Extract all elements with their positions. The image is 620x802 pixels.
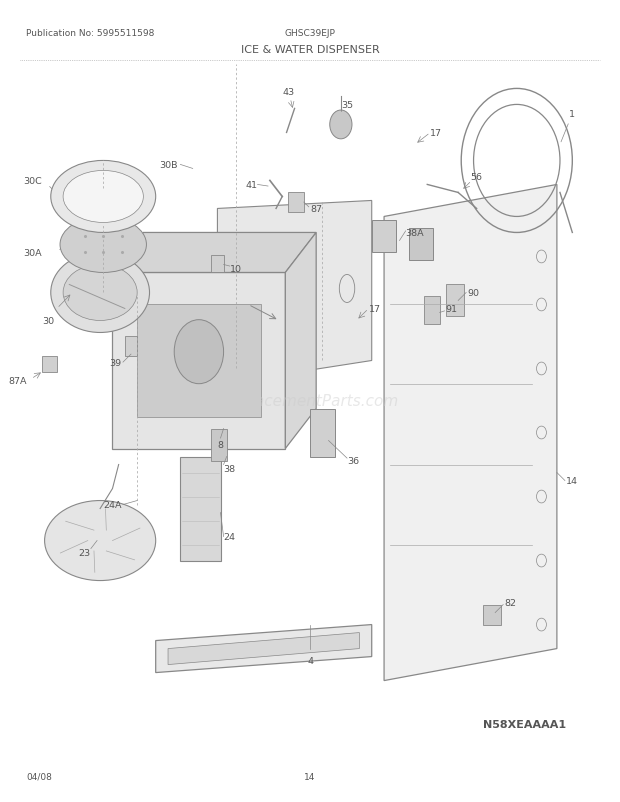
Text: 8: 8	[218, 440, 223, 449]
Text: ReplacementParts.com: ReplacementParts.com	[221, 394, 399, 408]
Bar	[409, 229, 433, 261]
Ellipse shape	[51, 253, 149, 333]
Polygon shape	[218, 201, 372, 385]
Text: 30B: 30B	[159, 160, 177, 170]
Bar	[211, 256, 224, 273]
Text: 24: 24	[224, 533, 236, 541]
Ellipse shape	[60, 217, 146, 273]
Text: 82: 82	[505, 598, 516, 607]
Text: 24A: 24A	[104, 500, 122, 509]
Text: 1: 1	[561, 111, 575, 143]
Text: 30: 30	[42, 317, 54, 326]
Text: 04/08: 04/08	[26, 772, 52, 780]
Text: 4: 4	[307, 656, 313, 665]
Bar	[483, 605, 502, 625]
Text: Publication No: 5995511598: Publication No: 5995511598	[26, 30, 154, 38]
Bar	[424, 297, 440, 325]
Text: 17: 17	[369, 305, 381, 314]
Polygon shape	[112, 273, 285, 449]
Circle shape	[330, 111, 352, 140]
Text: 30A: 30A	[23, 249, 42, 257]
Polygon shape	[156, 625, 372, 673]
Bar	[211, 429, 227, 461]
Bar	[42, 357, 57, 373]
Text: ICE & WATER DISPENSER: ICE & WATER DISPENSER	[241, 46, 379, 55]
Text: 38A: 38A	[405, 229, 424, 237]
Polygon shape	[112, 233, 316, 273]
Text: 30C: 30C	[23, 176, 42, 186]
Text: 10: 10	[230, 265, 242, 273]
Text: 87: 87	[310, 205, 322, 213]
Text: 43: 43	[282, 88, 294, 97]
Text: 39: 39	[110, 358, 122, 367]
Text: 90: 90	[467, 289, 479, 298]
Ellipse shape	[63, 171, 143, 223]
Text: 36: 36	[347, 456, 359, 465]
Text: 23: 23	[79, 549, 91, 557]
Text: N58XEAAAA1: N58XEAAAA1	[483, 719, 566, 729]
Text: 35: 35	[341, 101, 353, 110]
Text: 14: 14	[304, 772, 316, 780]
Bar	[288, 193, 304, 213]
Polygon shape	[384, 185, 557, 681]
Ellipse shape	[63, 265, 137, 321]
Bar	[180, 457, 221, 561]
Text: 56: 56	[471, 172, 482, 182]
Bar	[446, 286, 464, 317]
Text: 14: 14	[566, 476, 578, 485]
Ellipse shape	[51, 161, 156, 233]
Polygon shape	[137, 305, 260, 417]
Ellipse shape	[174, 320, 224, 384]
Text: 17: 17	[430, 129, 442, 138]
Text: 38: 38	[224, 464, 236, 473]
Text: 87A: 87A	[9, 376, 27, 386]
Bar	[125, 337, 137, 357]
Bar	[372, 221, 396, 253]
Bar	[310, 409, 335, 457]
Text: 91: 91	[446, 305, 458, 314]
Text: 41: 41	[246, 180, 257, 190]
Polygon shape	[168, 633, 360, 665]
Polygon shape	[285, 233, 316, 449]
Text: GHSC39EJP: GHSC39EJP	[285, 30, 335, 38]
Ellipse shape	[45, 501, 156, 581]
